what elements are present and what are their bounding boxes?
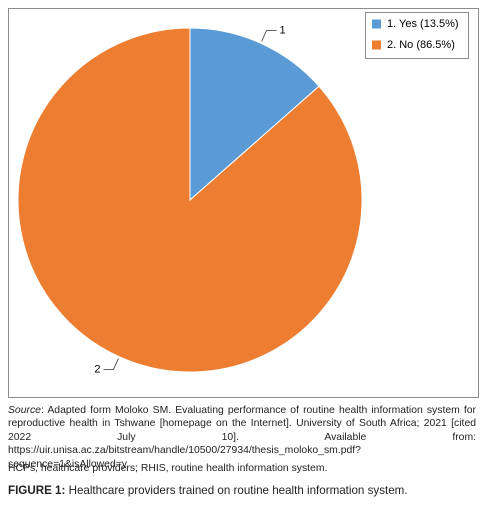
source-note: Source: Adapted form Moloko SM. Evaluati… [8, 404, 476, 471]
legend-box [365, 12, 469, 59]
slice-label: 2 [94, 363, 100, 375]
pie: 12 [17, 24, 363, 375]
slice-label: 1 [280, 24, 286, 36]
leader-line [103, 358, 119, 370]
pie-slice [189, 27, 320, 202]
caption: FIGURE 1: Healthcare providers trained o… [8, 484, 478, 497]
pie-slice [17, 27, 363, 373]
legend-label: 2. No (86.5%) [387, 39, 455, 51]
legend-swatch [372, 19, 381, 29]
legend: 1. Yes (13.5%) 2. No (86.5%) [372, 18, 459, 51]
chart: 12 1. Yes (13.5%)2. No (86.5%) [8, 8, 479, 398]
legend-label: 1. Yes (13.5%) [387, 18, 459, 30]
source-label: Source [8, 405, 41, 416]
caption-text: Healthcare providers trained on routine … [65, 484, 408, 497]
legend-swatch [372, 40, 381, 50]
caption-label: FIGURE 1: [8, 484, 66, 497]
source-text: : Adapted form Moloko SM. Evaluating per… [8, 405, 476, 470]
leader-line [261, 30, 277, 42]
abbreviations: HCPs, healthcare providers; RHIS, routin… [8, 463, 328, 474]
